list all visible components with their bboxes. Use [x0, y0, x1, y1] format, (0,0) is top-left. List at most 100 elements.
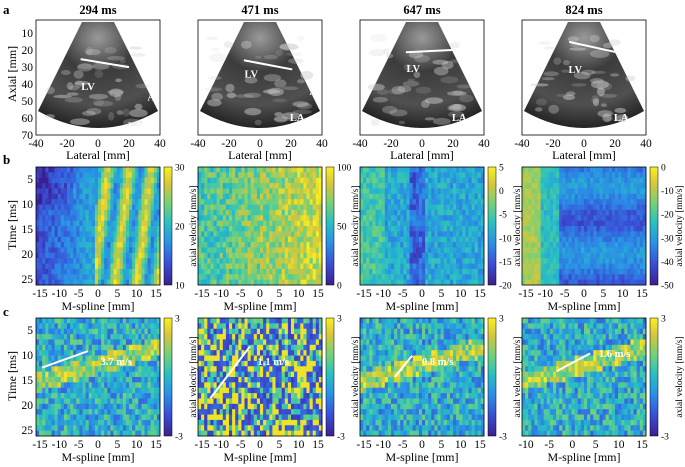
heatmap-cell — [247, 263, 252, 270]
heatmap-cell — [403, 263, 407, 270]
heatmap-cell — [378, 199, 383, 205]
heatmap-cell — [91, 258, 96, 264]
heatmap-cell — [85, 242, 90, 248]
heatmap-cell — [639, 183, 644, 189]
heatmap-cell — [580, 263, 585, 270]
heatmap-cell — [269, 247, 273, 254]
speckle — [452, 90, 464, 96]
heatmap-cell — [42, 258, 46, 264]
heatmap-cell — [138, 167, 142, 173]
heatmap-cell — [94, 334, 99, 340]
heatmap-cell — [621, 167, 625, 173]
heatmap-cell — [132, 199, 136, 205]
heatmap-cell — [54, 425, 59, 432]
heatmap-cell — [621, 226, 625, 232]
heatmap-cell — [363, 274, 367, 281]
heatmap-cell — [294, 177, 298, 184]
heatmap-cell — [403, 172, 407, 179]
heatmap-cell — [122, 215, 127, 222]
heatmap-cell — [79, 371, 83, 378]
heatmap-cell — [48, 393, 52, 399]
heatmap-cell — [98, 414, 102, 421]
heatmap-cell — [153, 258, 158, 264]
heatmap-cell — [129, 252, 133, 259]
heatmap-cell — [60, 339, 65, 346]
heatmap-cell — [122, 279, 127, 286]
heatmap-cell — [531, 199, 535, 205]
heatmap-cell — [210, 199, 214, 205]
heatmap-cell — [39, 360, 43, 367]
heatmap-cell — [543, 199, 548, 205]
heatmap-cell — [434, 183, 438, 189]
heatmap-cell — [147, 188, 152, 195]
heatmap-cell — [543, 193, 548, 200]
heatmap-cell — [315, 231, 320, 238]
heatmap-cell — [129, 430, 133, 437]
heatmap-cell — [528, 199, 532, 205]
heatmap-cell — [266, 215, 270, 222]
heatmap-cell — [79, 382, 83, 389]
heatmap-cell — [207, 247, 211, 254]
heatmap-cell — [531, 188, 535, 195]
heatmap-cell — [67, 199, 71, 205]
heatmap-cell — [260, 167, 264, 173]
heatmap-cell — [559, 231, 563, 238]
heatmap-cell — [294, 183, 298, 189]
heatmap-cell — [144, 339, 148, 346]
heatmap-cell — [465, 199, 469, 205]
heatmap-cell — [522, 167, 526, 173]
heatmap-cell — [232, 318, 236, 324]
heatmap-cell — [125, 258, 130, 264]
heatmap-cell — [79, 425, 83, 432]
heatmap-cell — [232, 258, 236, 264]
heatmap-cell — [553, 215, 557, 222]
heatmap-cell — [39, 247, 43, 254]
heatmap-cell — [406, 236, 410, 243]
heatmap-cell — [104, 360, 108, 367]
heatmap-cell — [608, 268, 613, 275]
heatmap-cell — [63, 377, 68, 383]
heatmap-cell — [369, 258, 373, 264]
heatmap-cell — [418, 268, 423, 275]
heatmap-cell — [378, 177, 383, 184]
heatmap-cell — [57, 328, 62, 335]
heatmap-cell — [73, 318, 77, 324]
heatmap-cell — [471, 242, 476, 248]
heatmap-cell — [147, 263, 152, 270]
heatmap-cell — [559, 204, 563, 211]
colorbar-label: axial velocity [mm/s] — [351, 185, 361, 266]
heatmap-cell — [397, 188, 401, 195]
heatmap-cell — [363, 188, 367, 195]
heatmap-cell — [593, 268, 597, 275]
heatmap-cell — [147, 268, 152, 275]
heatmap-cell — [291, 220, 295, 227]
heatmap-cell — [110, 334, 114, 340]
heatmap-cell — [119, 167, 124, 173]
heatmap-cell — [82, 263, 86, 270]
heatmap-cell — [250, 220, 255, 227]
heatmap-cell — [312, 242, 317, 248]
heatmap-cell — [568, 215, 572, 222]
heatmap-cell — [132, 183, 136, 189]
heatmap-cell — [456, 252, 460, 259]
heatmap-cell — [624, 172, 628, 179]
heatmap-cell — [79, 252, 83, 259]
heatmap-cell — [306, 279, 310, 286]
heatmap-cell — [147, 204, 152, 211]
heatmap-cell — [412, 167, 417, 173]
heatmap-cell — [63, 193, 68, 200]
heatmap-cell — [456, 236, 460, 243]
heatmap-cell — [150, 242, 155, 248]
heatmap-cell — [156, 242, 161, 248]
heatmap-cell — [63, 177, 68, 184]
heatmap-cell — [198, 334, 202, 340]
heatmap-cell — [91, 430, 96, 437]
heatmap-cell — [235, 318, 239, 324]
heatmap-cell — [428, 279, 432, 286]
heatmap-cell — [409, 242, 414, 248]
heatmap-cell — [85, 425, 90, 432]
heatmap-cell — [82, 204, 86, 211]
heatmap-cell — [303, 318, 307, 324]
heatmap-cell — [549, 215, 554, 222]
heatmap-cell — [409, 258, 414, 264]
